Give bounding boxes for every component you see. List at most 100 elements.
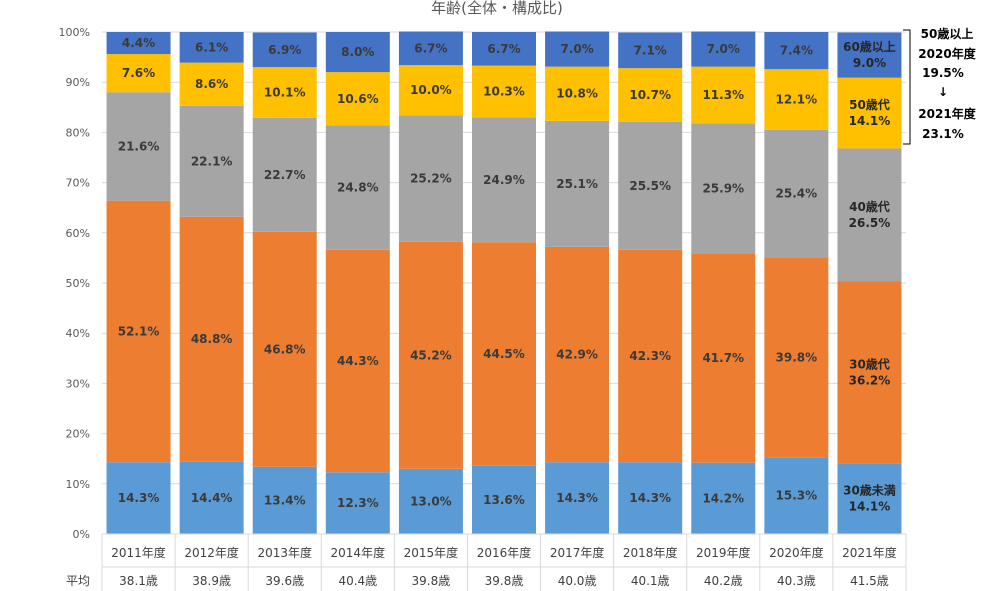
value-label: 6.7% xyxy=(414,41,447,55)
value-label: 46.8% xyxy=(264,342,306,356)
value-label: 15.3% xyxy=(776,489,818,503)
value-label: 13.0% xyxy=(410,494,452,508)
value-label: 7.1% xyxy=(634,43,667,57)
value-label: 22.1% xyxy=(191,154,233,168)
bar-segment xyxy=(472,117,536,243)
bar-segment xyxy=(691,253,756,463)
value-label: 36.2% xyxy=(849,373,891,387)
bar-segment xyxy=(252,231,317,467)
bar-segment xyxy=(618,32,683,69)
bar-segment xyxy=(252,466,317,534)
bar-segment xyxy=(106,462,171,534)
value-label: 24.8% xyxy=(337,181,379,195)
average-age-label: 38.1歳 xyxy=(119,574,158,588)
value-label: 26.5% xyxy=(849,216,891,230)
value-label: 42.9% xyxy=(556,348,598,362)
value-label: 52.1% xyxy=(118,324,160,338)
bar-segment xyxy=(398,241,463,469)
y-tick-label: 70% xyxy=(66,177,90,190)
y-tick-label: 90% xyxy=(66,76,90,89)
value-label: 10.3% xyxy=(483,84,525,98)
bar-segment xyxy=(691,66,756,124)
bar-segment xyxy=(618,121,683,250)
average-age-label: 41.5歳 xyxy=(850,574,889,588)
series-name-label: 50歳代 xyxy=(849,97,890,112)
value-label: 11.3% xyxy=(702,88,744,102)
series-name-label: 30歳代 xyxy=(849,356,890,371)
value-label: 25.2% xyxy=(410,172,452,186)
x-tick-label: 2015年度 xyxy=(404,545,459,560)
value-label: 41.7% xyxy=(702,351,744,365)
chart-title: 年齢(全体・構成比) xyxy=(431,0,563,17)
average-age-label: 40.2歳 xyxy=(704,574,743,588)
value-label: 6.1% xyxy=(195,40,228,54)
bar-segment xyxy=(325,125,390,250)
value-label: 14.3% xyxy=(556,491,598,505)
bar-segment xyxy=(179,62,244,106)
series-name-label: 40歳代 xyxy=(849,199,890,214)
value-label: 44.5% xyxy=(483,347,525,361)
annotation-line5: 23.1% xyxy=(922,127,964,141)
annotation-box: 50歳以上 2020年度 19.5% ↓ 2021年度 23.1% xyxy=(903,26,977,145)
series-name-label: 60歳以上 xyxy=(843,39,896,54)
y-tick-label: 40% xyxy=(66,327,90,340)
value-label: 7.0% xyxy=(560,42,593,56)
bar-segment xyxy=(764,129,829,258)
bar-segment xyxy=(325,32,390,73)
bar-segment xyxy=(472,242,536,466)
value-label: 8.6% xyxy=(195,77,228,91)
value-label: 7.0% xyxy=(707,42,740,56)
segment-labels: 14.3% 52.1% 21.6% 7.6% 4.4% 14.4% 48.8% 22.1% 8.… xyxy=(118,36,896,514)
bar-segment xyxy=(837,281,902,464)
bar-segment xyxy=(252,32,317,68)
series-name-label: 30歳未満 xyxy=(843,483,896,498)
bar-segment xyxy=(325,72,390,126)
average-row-label: 平均 xyxy=(66,574,90,588)
average-age-label: 40.0歳 xyxy=(558,574,597,588)
annotation-bracket xyxy=(903,29,911,145)
bar-segment xyxy=(691,31,756,67)
bar-segment xyxy=(545,31,610,67)
y-tick-label: 20% xyxy=(66,428,90,441)
value-label: 14.1% xyxy=(849,500,891,514)
value-label: 6.9% xyxy=(268,43,301,57)
bar-segment xyxy=(106,92,171,201)
value-label: 48.8% xyxy=(191,332,233,346)
bar-segment xyxy=(325,249,390,473)
value-label: 14.4% xyxy=(191,491,233,505)
bar-segment xyxy=(764,32,829,70)
value-label: 24.9% xyxy=(483,173,525,187)
x-tick-label: 2016年度 xyxy=(477,545,532,560)
average-age-label: 39.8歳 xyxy=(485,574,524,588)
x-tick-label: 2018年度 xyxy=(623,545,678,560)
bar-segment xyxy=(179,105,244,217)
value-label: 10.6% xyxy=(337,92,379,106)
y-axis: 0% 10% 20% 30% 40% 50% 60% 70% 80% 90% 100% xyxy=(59,26,90,541)
x-tick-label: 2011年度 xyxy=(111,545,166,560)
bar-segment xyxy=(106,54,171,93)
x-tick-label: 2014年度 xyxy=(331,545,386,560)
bar-segment xyxy=(837,32,902,78)
bar-segment xyxy=(179,32,244,63)
value-label: 45.2% xyxy=(410,348,452,362)
value-label: 10.7% xyxy=(629,88,671,102)
bar-segment xyxy=(545,66,610,121)
value-label: 25.4% xyxy=(776,187,818,201)
bar-segment xyxy=(325,472,390,534)
bar-segment xyxy=(106,32,171,55)
bar-segment xyxy=(764,457,829,534)
annotation-line3: 19.5% xyxy=(922,66,964,80)
value-label: 39.8% xyxy=(776,350,818,364)
value-label: 10.8% xyxy=(556,87,598,101)
bar-segment xyxy=(837,148,902,282)
x-tick-label: 2019年度 xyxy=(696,545,751,560)
value-label: 4.4% xyxy=(122,36,155,50)
average-age-label: 40.3歳 xyxy=(777,574,816,588)
value-label: 13.6% xyxy=(483,493,525,507)
value-label: 21.6% xyxy=(118,139,160,153)
bar-segment xyxy=(691,123,756,254)
value-label: 8.0% xyxy=(341,45,374,59)
bar-segment xyxy=(398,31,463,66)
bar-segment xyxy=(618,68,683,122)
